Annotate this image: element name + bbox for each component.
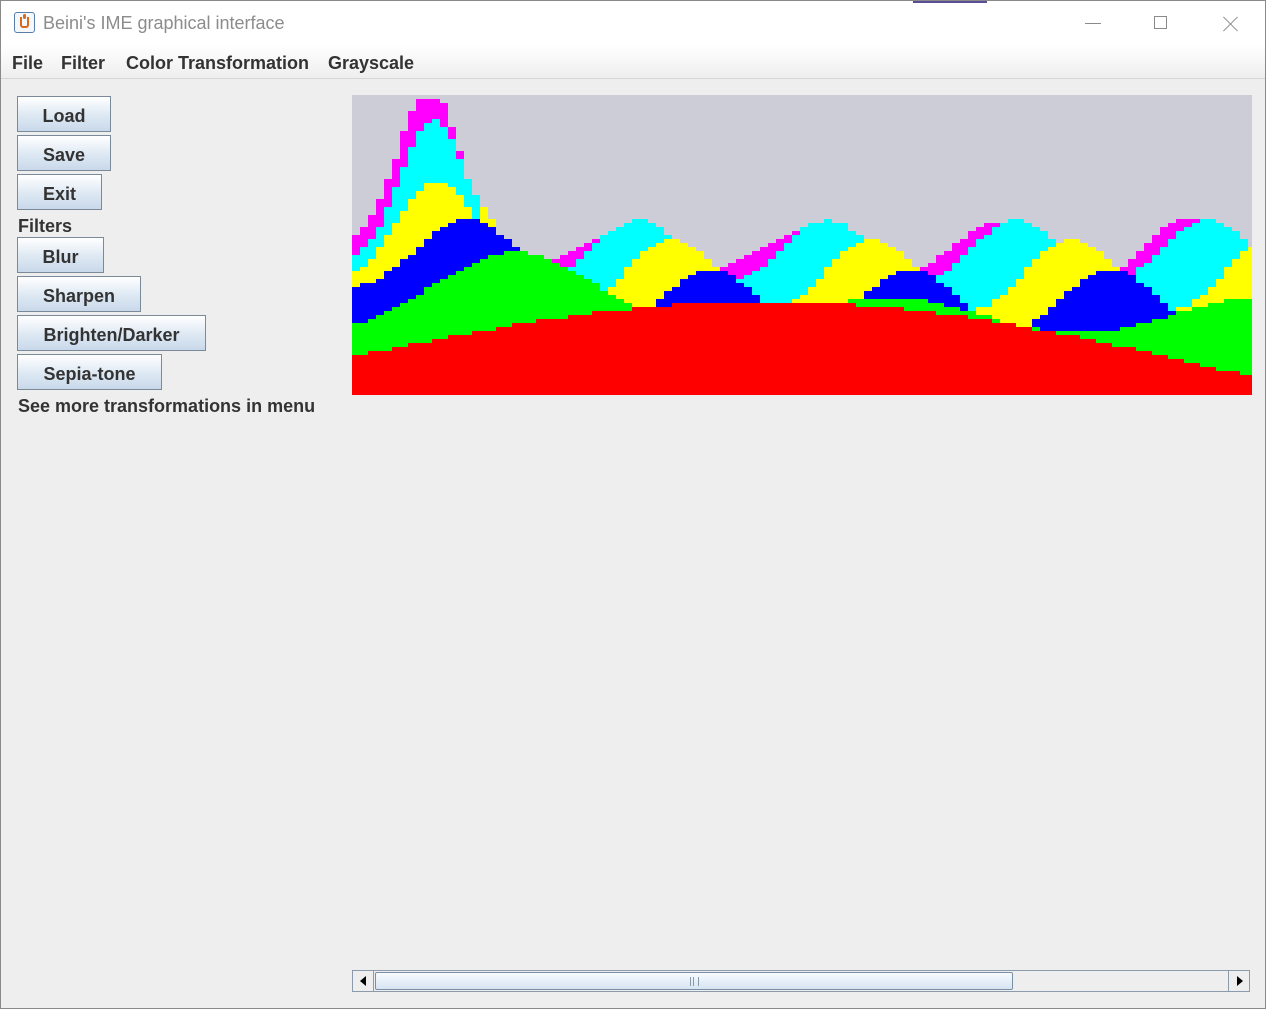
maximize-button[interactable] — [1127, 1, 1195, 45]
window-title: Beini's IME graphical interface — [43, 13, 285, 33]
close-window-button[interactable] — [1197, 1, 1265, 45]
cyan-band — [352, 119, 1248, 311]
title-accent — [913, 1, 987, 3]
image-display — [352, 95, 1256, 395]
red-band — [352, 303, 1256, 395]
loaded-image — [352, 95, 1256, 395]
blur-button[interactable]: Blur — [17, 237, 104, 273]
filters-heading: Filters — [18, 216, 73, 236]
scroll-right-arrow-icon[interactable] — [1228, 971, 1249, 991]
yellow-band — [352, 183, 1256, 331]
java-cup-icon — [14, 12, 35, 33]
title-bar: Beini's IME graphical interface — [1, 1, 1265, 45]
scroll-left-arrow-icon[interactable] — [353, 971, 374, 991]
sepia-tone-button[interactable]: Sepia-tone — [17, 354, 162, 390]
sharpen-button[interactable]: Sharpen — [17, 276, 141, 312]
magenta-band — [352, 99, 1200, 279]
scrollbar-thumb[interactable] — [375, 972, 1013, 990]
horizontal-scrollbar[interactable] — [352, 970, 1250, 992]
menu-filter[interactable]: Filter — [61, 53, 106, 73]
green-band — [352, 251, 1256, 375]
menu-file[interactable]: File — [12, 53, 44, 73]
save-button[interactable]: Save — [17, 135, 111, 171]
brighten-darker-button[interactable]: Brighten/Darker — [17, 315, 206, 351]
load-button[interactable]: Load — [17, 96, 111, 132]
grip-icon — [690, 977, 699, 986]
menu-bar: File Filter Color Transformation Graysca… — [1, 45, 1265, 79]
menu-grayscale[interactable]: Grayscale — [328, 53, 415, 73]
menu-color-transformation[interactable]: Color Transformation — [126, 53, 310, 73]
more-transformations-hint: See more transformations in menu — [18, 396, 316, 416]
exit-button[interactable]: Exit — [17, 174, 102, 210]
minimize-button[interactable] — [1059, 1, 1127, 45]
